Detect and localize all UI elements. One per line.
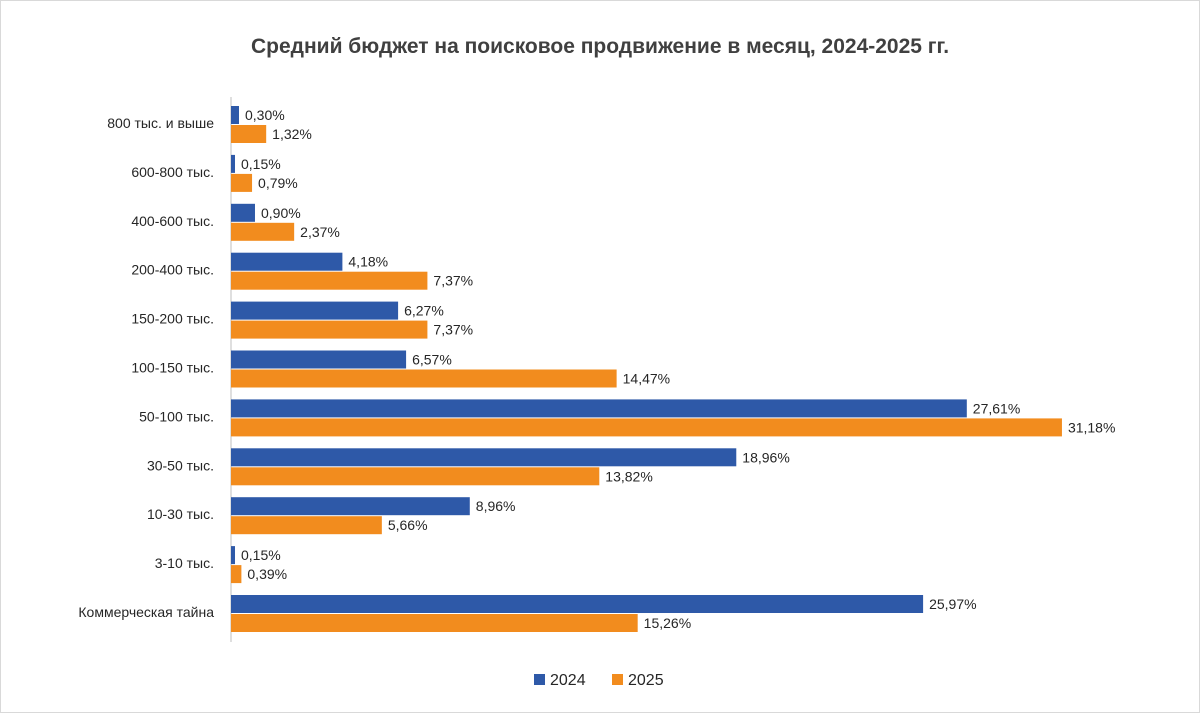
data-label-2025: 0,79% [258, 175, 298, 191]
chart-title: Средний бюджет на поисковое продвижение … [251, 35, 949, 58]
data-label-2024: 0,90% [261, 205, 301, 221]
data-label-2025: 15,26% [644, 615, 691, 631]
bar-2024 [231, 154, 235, 173]
category-label: 50-100 тыс. [139, 408, 214, 424]
category-label: 100-150 тыс. [131, 360, 214, 376]
data-label-2024: 0,15% [241, 547, 281, 563]
bars-layer: 800 тыс. и выше 0,30% 1,32% 600-800 тыс. 0,1… [78, 106, 1115, 632]
bar-2024 [231, 301, 399, 320]
category-label: 3-10 тыс. [155, 555, 214, 571]
category-label: 10-30 тыс. [147, 506, 214, 522]
category-label: Коммерческая тайна [78, 604, 214, 620]
data-label-2024: 4,18% [348, 254, 388, 270]
bar-2025 [231, 173, 253, 192]
bar-2025 [231, 565, 242, 584]
data-label-2025: 14,47% [623, 371, 670, 387]
data-label-2024: 8,96% [476, 498, 516, 514]
bar-2024 [231, 203, 255, 222]
data-label-2024: 6,57% [412, 352, 452, 368]
bar-2025 [231, 222, 295, 241]
bar-2025 [231, 516, 382, 535]
bar-2025 [231, 369, 617, 388]
data-label-2025: 7,37% [433, 273, 473, 289]
bar-2024 [231, 399, 967, 418]
data-label-2025: 31,18% [1068, 419, 1115, 435]
bar-2024 [231, 448, 737, 467]
bar-2024 [231, 546, 235, 565]
data-label-2024: 6,27% [404, 303, 444, 319]
data-label-2025: 13,82% [605, 468, 652, 484]
legend: 2024 2025 [534, 672, 664, 689]
bar-2025 [231, 467, 600, 486]
data-label-2025: 1,32% [272, 126, 312, 142]
data-label-2024: 25,97% [929, 596, 976, 612]
data-label-2025: 0,39% [247, 566, 287, 582]
legend-label-2025: 2025 [628, 672, 664, 689]
legend-label-2024: 2024 [550, 672, 586, 689]
category-label: 200-400 тыс. [131, 262, 214, 278]
data-label-2025: 2,37% [300, 224, 340, 240]
data-label-2024: 0,15% [241, 156, 281, 172]
data-label-2024: 18,96% [742, 449, 789, 465]
data-label-2024: 27,61% [973, 400, 1020, 416]
bar-2024 [231, 497, 470, 516]
category-label: 30-50 тыс. [147, 457, 214, 473]
bar-2024 [231, 595, 924, 613]
bar-2025 [231, 320, 428, 339]
bar-2024 [231, 106, 239, 124]
category-label: 600-800 тыс. [131, 164, 214, 180]
bar-2024 [231, 252, 343, 271]
category-label: 150-200 тыс. [131, 311, 214, 327]
data-label-2025: 7,37% [433, 322, 473, 338]
bar-2025 [231, 125, 267, 143]
data-label-2025: 5,66% [388, 517, 428, 533]
bar-2025 [231, 271, 428, 290]
legend-swatch-2024 [534, 674, 545, 685]
legend-swatch-2025 [612, 674, 623, 685]
category-label: 800 тыс. и выше [107, 115, 214, 131]
bar-2025 [231, 614, 638, 632]
bar-2024 [231, 350, 407, 369]
data-label-2024: 0,30% [245, 107, 285, 123]
category-label: 400-600 тыс. [131, 213, 214, 229]
bar-2025 [231, 418, 1062, 437]
